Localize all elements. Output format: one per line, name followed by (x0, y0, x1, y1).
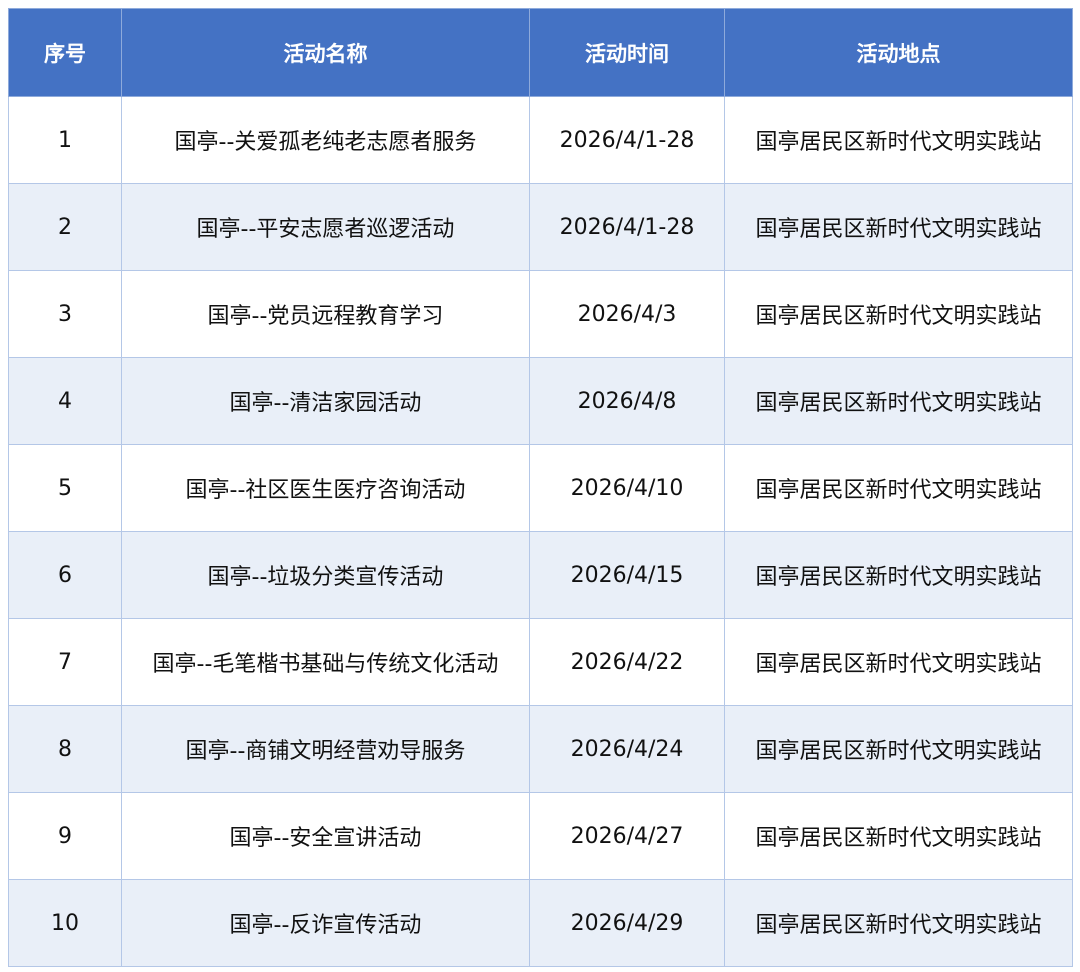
cell-place: 国亭居民区新时代文明实践站 (724, 705, 1073, 793)
cell-name: 国亭--清洁家园活动 (121, 357, 530, 445)
cell-time: 2026/4/29 (529, 879, 725, 967)
cell-time: 2026/4/15 (529, 531, 725, 619)
table-row: 3 国亭--党员远程教育学习 2026/4/3 国亭居民区新时代文明实践站 (8, 270, 1073, 358)
cell-time: 2026/4/3 (529, 270, 725, 358)
cell-name: 国亭--平安志愿者巡逻活动 (121, 183, 530, 271)
cell-no: 6 (8, 531, 122, 619)
cell-place: 国亭居民区新时代文明实践站 (724, 792, 1073, 880)
cell-name: 国亭--反诈宣传活动 (121, 879, 530, 967)
table-row: 10 国亭--反诈宣传活动 2026/4/29 国亭居民区新时代文明实践站 (8, 879, 1073, 967)
cell-time: 2026/4/10 (529, 444, 725, 532)
cell-no: 1 (8, 96, 122, 184)
cell-place: 国亭居民区新时代文明实践站 (724, 531, 1073, 619)
table-row: 9 国亭--安全宣讲活动 2026/4/27 国亭居民区新时代文明实践站 (8, 792, 1073, 880)
cell-place: 国亭居民区新时代文明实践站 (724, 444, 1073, 532)
cell-name: 国亭--关爱孤老纯老志愿者服务 (121, 96, 530, 184)
cell-no: 8 (8, 705, 122, 793)
cell-no: 7 (8, 618, 122, 706)
cell-no: 5 (8, 444, 122, 532)
cell-place: 国亭居民区新时代文明实践站 (724, 270, 1073, 358)
cell-name: 国亭--党员远程教育学习 (121, 270, 530, 358)
table-row: 7 国亭--毛笔楷书基础与传统文化活动 2026/4/22 国亭居民区新时代文明实践站 (8, 618, 1073, 706)
cell-no: 3 (8, 270, 122, 358)
header-place: 活动地点 (724, 8, 1073, 97)
header-name: 活动名称 (121, 8, 530, 97)
table-row: 5 国亭--社区医生医疗咨询活动 2026/4/10 国亭居民区新时代文明实践站 (8, 444, 1073, 532)
cell-name: 国亭--毛笔楷书基础与传统文化活动 (121, 618, 530, 706)
cell-time: 2026/4/22 (529, 618, 725, 706)
header-row: 序号 活动名称 活动时间 活动地点 (8, 8, 1073, 97)
cell-time: 2026/4/27 (529, 792, 725, 880)
table-row: 8 国亭--商铺文明经营劝导服务 2026/4/24 国亭居民区新时代文明实践站 (8, 705, 1073, 793)
table-row: 4 国亭--清洁家园活动 2026/4/8 国亭居民区新时代文明实践站 (8, 357, 1073, 445)
cell-name: 国亭--商铺文明经营劝导服务 (121, 705, 530, 793)
table-row: 6 国亭--垃圾分类宣传活动 2026/4/15 国亭居民区新时代文明实践站 (8, 531, 1073, 619)
cell-time: 2026/4/1-28 (529, 96, 725, 184)
cell-place: 国亭居民区新时代文明实践站 (724, 183, 1073, 271)
cell-no: 9 (8, 792, 122, 880)
header-no: 序号 (8, 8, 122, 97)
cell-place: 国亭居民区新时代文明实践站 (724, 618, 1073, 706)
cell-name: 国亭--垃圾分类宣传活动 (121, 531, 530, 619)
table-row: 1 国亭--关爱孤老纯老志愿者服务 2026/4/1-28 国亭居民区新时代文明实践站 (8, 96, 1073, 184)
cell-place: 国亭居民区新时代文明实践站 (724, 96, 1073, 184)
cell-no: 2 (8, 183, 122, 271)
header-time: 活动时间 (529, 8, 725, 97)
cell-time: 2026/4/1-28 (529, 183, 725, 271)
activity-table: 序号 活动名称 活动时间 活动地点 1 国亭--关爱孤老纯老志愿者服务 2026/4… (8, 8, 1073, 967)
cell-place: 国亭居民区新时代文明实践站 (724, 879, 1073, 967)
cell-name: 国亭--安全宣讲活动 (121, 792, 530, 880)
cell-time: 2026/4/8 (529, 357, 725, 445)
cell-name: 国亭--社区医生医疗咨询活动 (121, 444, 530, 532)
cell-no: 4 (8, 357, 122, 445)
cell-no: 10 (8, 879, 122, 967)
cell-place: 国亭居民区新时代文明实践站 (724, 357, 1073, 445)
cell-time: 2026/4/24 (529, 705, 725, 793)
table-row: 2 国亭--平安志愿者巡逻活动 2026/4/1-28 国亭居民区新时代文明实践站 (8, 183, 1073, 271)
